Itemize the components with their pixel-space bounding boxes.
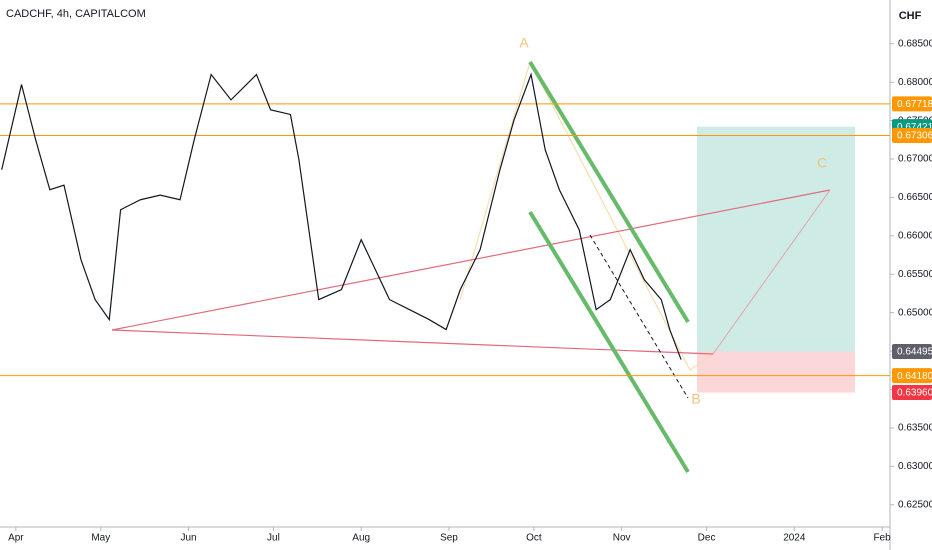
x-tick-label: Dec — [698, 533, 716, 544]
y-tick-label: 0.65000 — [898, 307, 932, 318]
currency: CHF — [899, 10, 922, 22]
stop-zone — [697, 351, 855, 393]
wave-label: B — [691, 391, 700, 407]
chart-title: CADCHF, 4h, CAPITALCOM — [6, 8, 146, 20]
price-badge — [892, 128, 932, 144]
x-tick-label: May — [91, 533, 110, 544]
price-badge-label: 0.63960 — [897, 388, 932, 399]
wave-label: A — [519, 35, 529, 51]
y-tick-label: 0.63000 — [898, 461, 932, 472]
trendline — [111, 329, 714, 355]
price-badge — [892, 385, 932, 401]
drawings — [111, 60, 831, 474]
price-badge-label: 0.64180 — [897, 371, 932, 382]
x-tick-label: Sep — [440, 533, 458, 544]
wave-label: C — [817, 155, 827, 171]
price-badge-label: 0.64495 — [897, 347, 932, 358]
price-badge — [892, 343, 932, 359]
price-badge-label: 0.67718 — [897, 99, 932, 110]
trendline — [111, 189, 831, 331]
x-tick-label: Apr — [8, 533, 24, 544]
channel-line — [528, 210, 690, 474]
y-tick-label: 0.66000 — [898, 230, 932, 241]
price-badge — [892, 368, 932, 384]
channel-mid — [589, 234, 689, 399]
abc-pattern — [459, 60, 714, 371]
price-badge-label: 0.67306 — [897, 131, 932, 142]
x-tick-label: Feb — [873, 533, 891, 544]
x-tick-label: Jul — [267, 533, 280, 544]
channel-line — [528, 60, 690, 324]
x-tick-label: Oct — [526, 533, 542, 544]
trendline — [712, 189, 831, 355]
x-tick-label: Nov — [613, 533, 631, 544]
target-zone — [697, 126, 855, 352]
position — [697, 126, 855, 393]
y-tick-label: 0.65500 — [898, 269, 932, 280]
price-badge-label: 0.67421 — [897, 122, 932, 133]
y-tick-label: 0.68000 — [898, 77, 932, 88]
x-tick-label: Jun — [180, 533, 196, 544]
y-tick-label: 0.63500 — [898, 423, 932, 434]
price-badge — [892, 96, 932, 112]
x-tick-label: 2024 — [783, 533, 806, 544]
y-tick-label: 0.66500 — [898, 192, 932, 203]
y-tick-label: 0.67000 — [898, 154, 932, 165]
y-tick-label: 0.62500 — [898, 499, 932, 510]
y-tick-label: 0.68500 — [898, 38, 932, 49]
price-line-series — [1, 72, 682, 360]
x-tick-label: Aug — [352, 533, 370, 544]
